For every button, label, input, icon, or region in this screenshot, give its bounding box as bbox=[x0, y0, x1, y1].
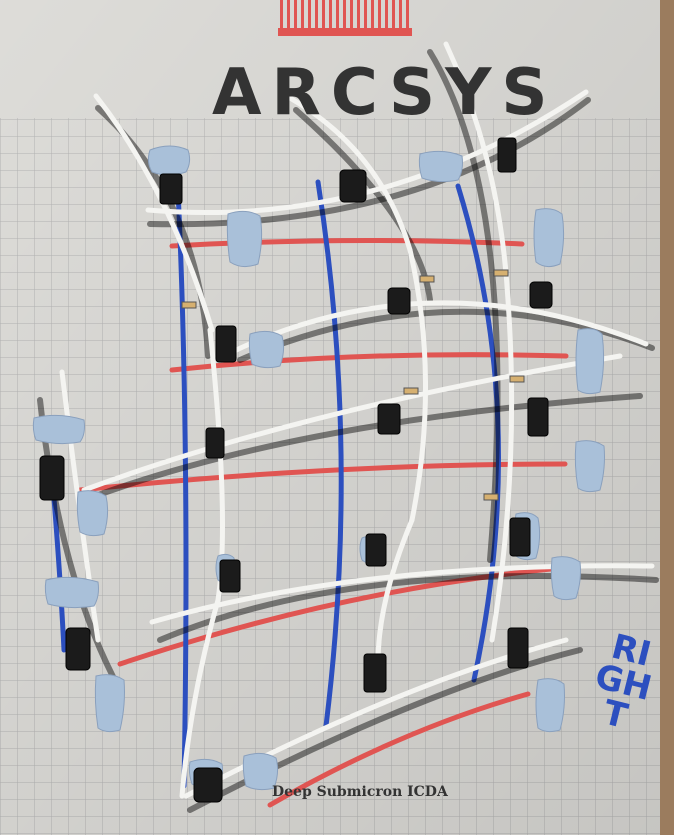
putty-blob-icon bbox=[574, 440, 605, 493]
board-drawing bbox=[0, 0, 660, 835]
putty-blob-icon bbox=[550, 556, 581, 601]
putty-blob-icon bbox=[32, 414, 85, 445]
putty-blob-icon bbox=[94, 674, 125, 733]
switches bbox=[39, 137, 553, 803]
putty-blob-icon bbox=[76, 490, 109, 537]
switch-component-icon bbox=[219, 559, 241, 593]
switch-component-icon bbox=[509, 517, 531, 557]
switch-component-icon bbox=[205, 427, 225, 459]
switch-component-icon bbox=[339, 169, 367, 203]
switch-component-icon bbox=[527, 397, 549, 437]
putty-blob-icon bbox=[575, 328, 605, 395]
switch-component-icon bbox=[363, 653, 387, 693]
putty-blob-icon bbox=[226, 210, 263, 268]
switch-component-icon bbox=[497, 137, 517, 173]
switch-component-icon bbox=[507, 627, 529, 669]
grid-paper: ARCSYS Deep Submicron ICDA RIGHT bbox=[0, 0, 660, 835]
switch-component-icon bbox=[529, 281, 553, 309]
arcsys-logo: ARCSYS bbox=[212, 56, 558, 130]
footer-caption: Deep Submicron ICDA bbox=[272, 784, 448, 800]
putty-blob-icon bbox=[147, 145, 191, 176]
switch-component-icon bbox=[39, 455, 65, 501]
switch-component-icon bbox=[365, 533, 387, 567]
putty-blob-icon bbox=[535, 678, 565, 733]
switch-component-icon bbox=[159, 173, 183, 205]
blue-marker-lines bbox=[49, 179, 501, 789]
putty-blob-icon bbox=[242, 752, 279, 791]
switch-component-icon bbox=[387, 287, 411, 315]
putty-blob-icon bbox=[248, 330, 285, 369]
switch-component-icon bbox=[377, 403, 401, 435]
switch-component-icon bbox=[65, 627, 91, 671]
putty-blob-icon bbox=[533, 208, 565, 268]
putty-blob-icon bbox=[44, 576, 99, 609]
switch-component-icon bbox=[193, 767, 223, 803]
putty-blob-icon bbox=[418, 150, 463, 183]
logo-stripes bbox=[278, 0, 412, 36]
switch-component-icon bbox=[215, 325, 237, 363]
